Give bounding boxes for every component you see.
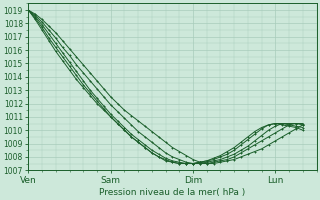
X-axis label: Pression niveau de la mer( hPa ): Pression niveau de la mer( hPa ): [99, 188, 245, 197]
